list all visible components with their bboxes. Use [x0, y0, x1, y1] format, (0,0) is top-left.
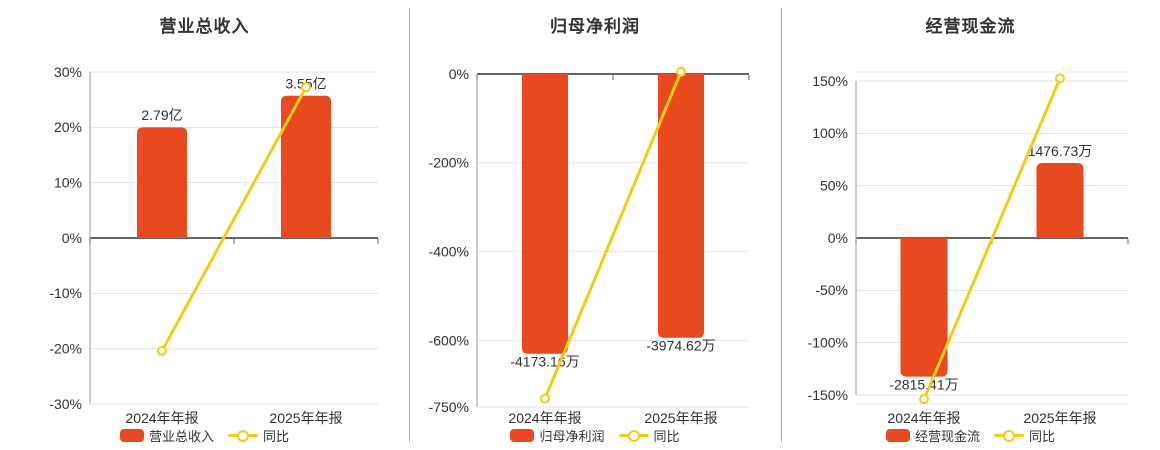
panel-title-net-profit: 归母净利润 [550, 17, 640, 36]
legend-label: 经营现金流 [914, 429, 980, 444]
legend-revenue: 营业总收入 同比 [0, 426, 409, 445]
panel-revenue: 营业总收入 营业总收入 同比 [0, 0, 409, 450]
legend-label: 同比 [263, 429, 290, 444]
panel-title-revenue: 营业总收入 [159, 17, 250, 36]
legend-item-revenue-yoy[interactable]: 同比 [228, 426, 289, 445]
panel-title-cashflow: 经营现金流 [925, 17, 1016, 36]
legend-cashflow: 经营现金流 同比 [781, 426, 1160, 445]
legend-item-cashflow-bar[interactable]: 经营现金流 [885, 426, 980, 445]
bar-swatch-icon [510, 429, 535, 442]
net-profit-bar-2024[interactable] [522, 74, 568, 354]
legend-label: 归母净利润 [539, 429, 605, 444]
revenue-yoy-marker-2024[interactable] [157, 345, 167, 356]
cashflow-yoy-marker-2025[interactable] [1055, 73, 1065, 84]
panel-divider [781, 8, 782, 442]
panel-net-profit: 归母净利润 归母净利润 同比 [409, 0, 781, 450]
bar-swatch-icon [885, 429, 910, 442]
yoy-line-icon [228, 429, 258, 442]
legend-item-net-profit-yoy[interactable]: 同比 [618, 426, 680, 445]
legend-net-profit: 归母净利润 同比 [409, 426, 781, 445]
panel-divider [409, 8, 410, 442]
revenue-bar-2025[interactable] [281, 95, 331, 238]
legend-label: 同比 [1029, 429, 1056, 444]
bar-swatch-icon [119, 429, 144, 442]
cashflow-bar-2025[interactable] [1036, 163, 1084, 238]
yoy-line-icon [618, 429, 649, 442]
cashflow-bar-2024[interactable] [900, 238, 948, 377]
legend-label: 同比 [653, 429, 680, 444]
legend-item-revenue-bar[interactable]: 营业总收入 [119, 426, 214, 445]
net-profit-bar-2025[interactable] [658, 74, 704, 338]
revenue-bar-2024[interactable] [137, 127, 187, 238]
cashflow-yoy-marker-2024[interactable] [919, 394, 929, 405]
legend-label: 营业总收入 [148, 429, 214, 444]
net-profit-yoy-marker-2025[interactable] [676, 66, 686, 77]
revenue-yoy-marker-2025[interactable] [301, 82, 311, 93]
legend-item-net-profit-bar[interactable]: 归母净利润 [510, 426, 605, 445]
net-profit-yoy-marker-2024[interactable] [540, 393, 550, 404]
yoy-line-icon [994, 429, 1024, 442]
panel-cashflow: 经营现金流 经营现金流 同比 [781, 0, 1160, 450]
legend-item-cashflow-yoy[interactable]: 同比 [994, 426, 1055, 445]
